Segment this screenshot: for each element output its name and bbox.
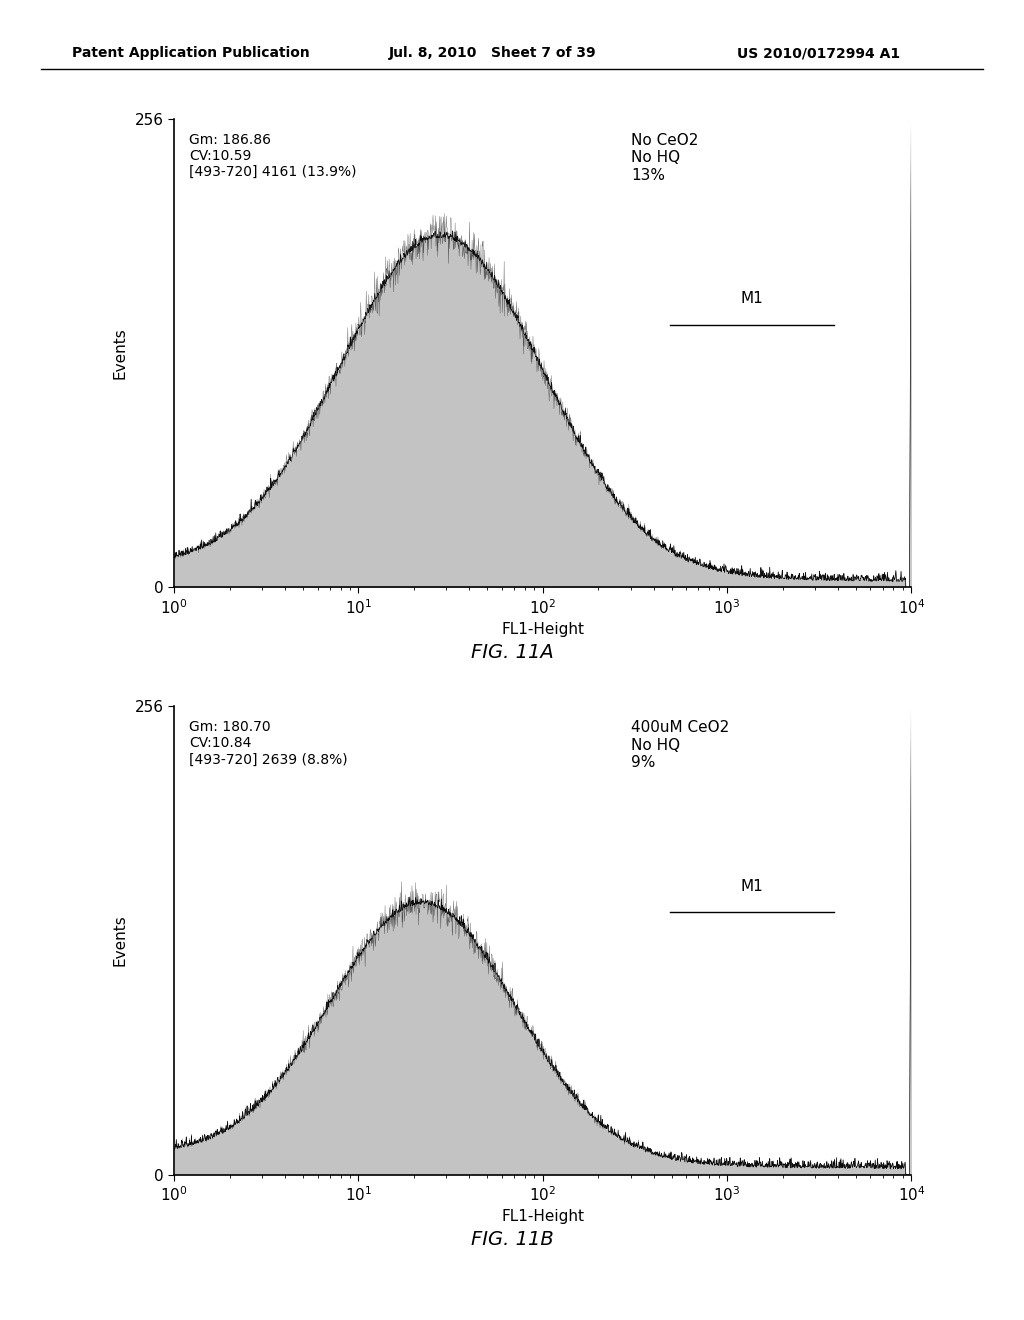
Text: No CeO2
No HQ
13%: No CeO2 No HQ 13% — [631, 133, 698, 182]
Y-axis label: Events: Events — [113, 915, 128, 966]
X-axis label: FL1-Height: FL1-Height — [501, 622, 585, 638]
Text: US 2010/0172994 A1: US 2010/0172994 A1 — [737, 46, 900, 61]
Point — [159, 317, 171, 333]
Point — [159, 904, 171, 920]
Y-axis label: Events: Events — [113, 327, 128, 379]
Text: M1: M1 — [740, 292, 763, 306]
Text: Gm: 180.70
CV:10.84
[493-720] 2639 (8.8%): Gm: 180.70 CV:10.84 [493-720] 2639 (8.8%… — [188, 721, 347, 767]
Text: FIG. 11A: FIG. 11A — [471, 643, 553, 661]
Text: FIG. 11B: FIG. 11B — [471, 1230, 553, 1249]
X-axis label: FL1-Height: FL1-Height — [501, 1209, 585, 1225]
Point — [136, 904, 148, 920]
Text: Gm: 186.86
CV:10.59
[493-720] 4161 (13.9%): Gm: 186.86 CV:10.59 [493-720] 4161 (13.9… — [188, 133, 356, 180]
Text: Jul. 8, 2010   Sheet 7 of 39: Jul. 8, 2010 Sheet 7 of 39 — [389, 46, 597, 61]
Text: Patent Application Publication: Patent Application Publication — [72, 46, 309, 61]
Text: 400uM CeO2
No HQ
9%: 400uM CeO2 No HQ 9% — [631, 721, 729, 770]
Point — [136, 317, 148, 333]
Text: M1: M1 — [740, 879, 763, 894]
